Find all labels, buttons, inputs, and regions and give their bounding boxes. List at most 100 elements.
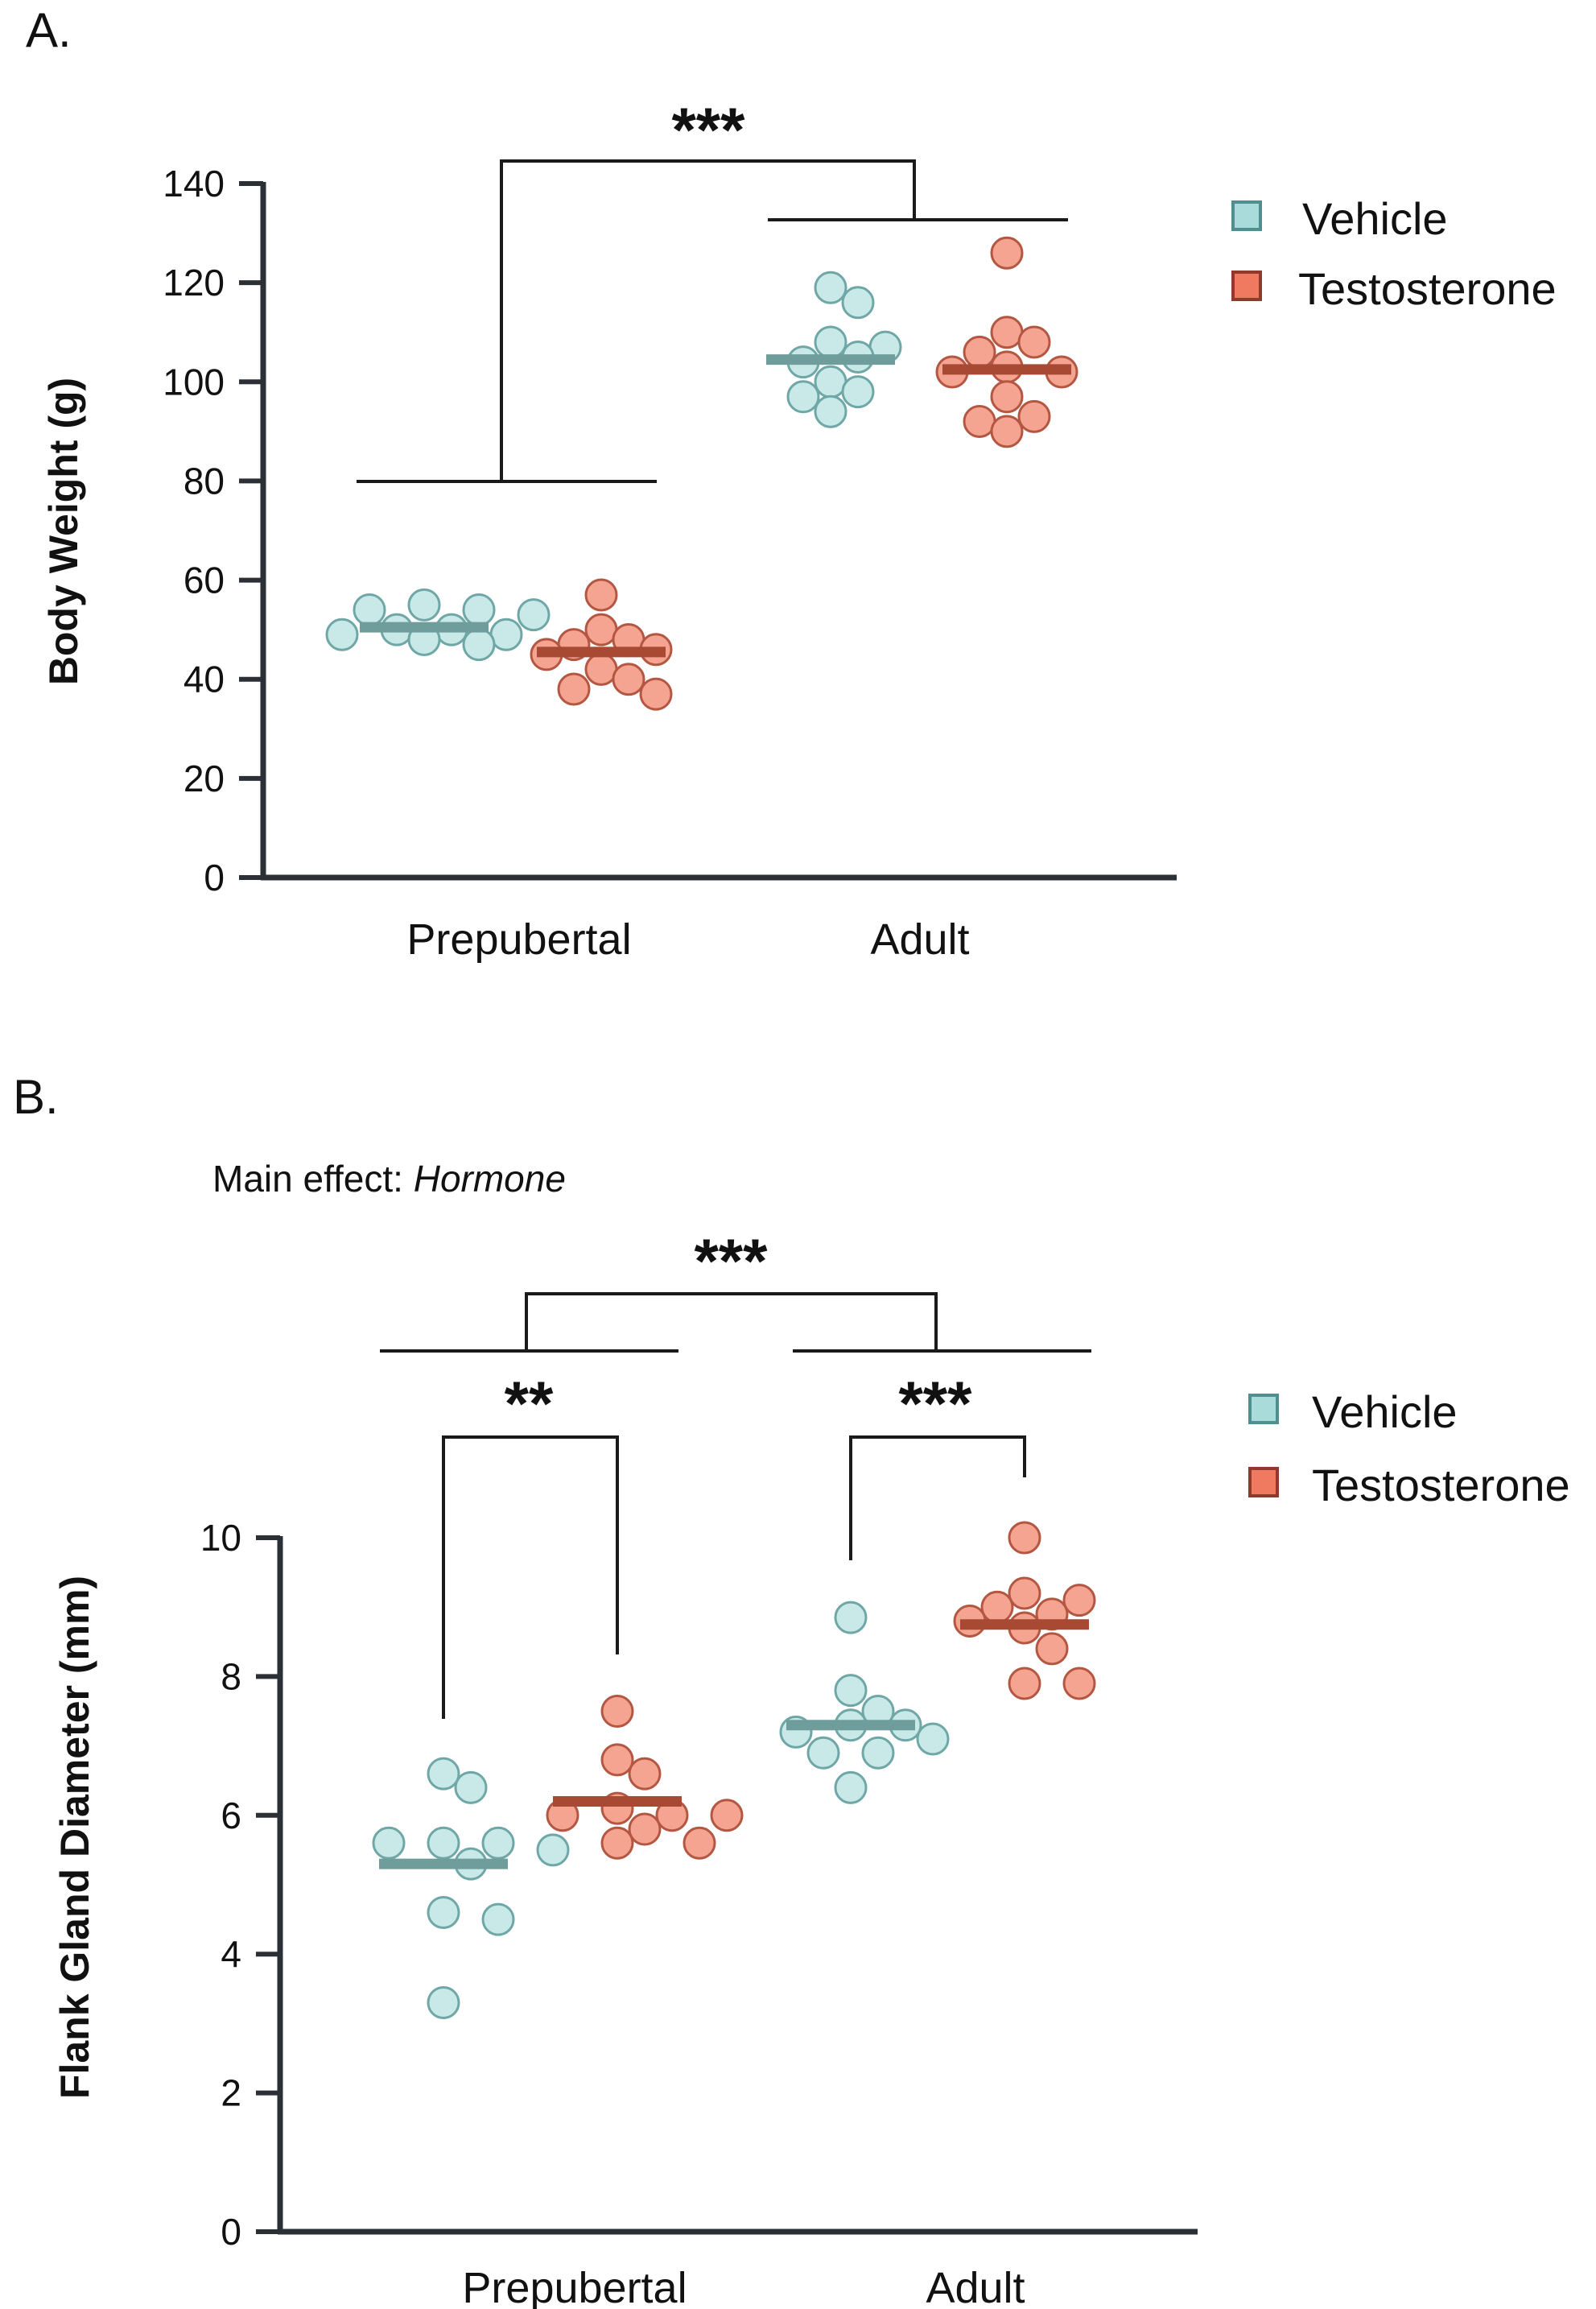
panel-b-age-bracket xyxy=(525,1292,938,1351)
panel-b-significance-brackets xyxy=(380,1292,1091,1719)
panel-b-point-testosterone-prepubertal-1 xyxy=(600,1743,634,1777)
panel-b-y-tick-label-10: 10 xyxy=(200,1517,241,1559)
panel-a-label: A. xyxy=(26,3,72,57)
panel-b-y-axis-ticks: 0 2 4 6 8 10 xyxy=(200,1517,280,2253)
panel-b-y-axis-label: Flank Gland Diameter (mm) xyxy=(52,1576,97,2099)
panel-b-point-vehicle-adult-1 xyxy=(834,1674,868,1708)
panel-b-point-vehicle-adult-7 xyxy=(861,1736,895,1770)
panel-b-y-tick-label-6: 6 xyxy=(221,1795,241,1836)
panel-b-point-vehicle-prepubertal-2 xyxy=(427,1826,460,1860)
panel-b-point-vehicle-adult-6 xyxy=(916,1722,950,1756)
panel-a-significance-label: *** xyxy=(671,94,745,165)
panel-b-point-testosterone-adult-8 xyxy=(1008,1667,1041,1700)
panel-a-point-vehicle-adult-9 xyxy=(814,394,847,428)
panel-a-point-testosterone-adult-0 xyxy=(990,236,1024,270)
panel-a-bracket xyxy=(500,159,916,481)
panel-a-point-vehicle-prepubertal-9 xyxy=(462,628,496,662)
panel-b-point-vehicle-prepubertal-5 xyxy=(536,1833,570,1867)
panel-a-point-testosterone-prepubertal-8 xyxy=(557,672,591,706)
panel-b-mean-lines xyxy=(379,1619,1089,1869)
panel-b-legend-vehicle-label: Vehicle xyxy=(1312,1386,1458,1437)
panel-a-y-tick-label-60: 60 xyxy=(184,560,225,601)
panel-a-point-vehicle-adult-8 xyxy=(786,380,820,414)
panel-a-axes xyxy=(260,182,1177,881)
panel-a-point-testosterone-adult-7 xyxy=(990,380,1024,414)
panel-b-prepubertal-bracket xyxy=(442,1435,619,1719)
panel-a-y-tick-label-100: 100 xyxy=(163,361,225,403)
panel-a-y-axis-label: Body Weight (g) xyxy=(41,378,86,685)
panel-b-point-testosterone-prepubertal-8 xyxy=(600,1826,634,1860)
panel-b-data-points xyxy=(372,1521,1096,2020)
panel-b-point-testosterone-prepubertal-7 xyxy=(628,1812,662,1846)
panel-b-point-vehicle-prepubertal-0 xyxy=(427,1757,460,1791)
panel-b-y-tick-label-4: 4 xyxy=(221,1933,241,1975)
panel-a-significance-bracket xyxy=(357,159,1068,483)
panel-b-point-vehicle-prepubertal-4 xyxy=(372,1826,406,1860)
panel-b-point-testosterone-adult-7 xyxy=(1035,1632,1069,1666)
panel-a-point-vehicle-prepubertal-7 xyxy=(325,618,359,651)
panel-a-point-vehicle-adult-1 xyxy=(841,286,875,320)
panel-b-point-testosterone-adult-0 xyxy=(1008,1521,1041,1555)
panel-b-y-tick-label-2: 2 xyxy=(221,2072,241,2114)
panel-a-point-vehicle-adult-0 xyxy=(814,271,847,304)
panel-a-y-tick-label-20: 20 xyxy=(184,758,225,799)
panel-b-point-vehicle-prepubertal-7 xyxy=(427,1895,460,1929)
panel-a-x-tick-prepubertal: Prepubertal xyxy=(406,915,631,964)
panel-b-point-testosterone-adult-2 xyxy=(1062,1584,1096,1617)
panel-a-y-tick-label-120: 120 xyxy=(163,262,225,304)
panel-b-prepubertal-significance-label: ** xyxy=(505,1368,554,1439)
panel-a-point-vehicle-prepubertal-0 xyxy=(407,588,441,622)
panel-a-legend: Vehicle Testosterone xyxy=(1231,193,1557,314)
panel-a-point-vehicle-adult-6 xyxy=(814,365,847,399)
panel-a-point-testosterone-adult-9 xyxy=(963,405,996,439)
panel-a-x-tick-adult: Adult xyxy=(870,915,969,964)
panel-b-adult-significance-label: *** xyxy=(898,1368,972,1439)
panel-b-point-testosterone-adult-9 xyxy=(1062,1667,1096,1700)
panel-b-point-testosterone-prepubertal-9 xyxy=(683,1826,716,1860)
panel-a-body-weight: A. 0 20 40 60 80 100 120 140 Body Weight (g) Pr… xyxy=(26,3,1557,964)
panel-b-y-tick-label-8: 8 xyxy=(221,1655,241,1697)
panel-b-point-vehicle-adult-8 xyxy=(806,1736,840,1770)
panel-a-point-vehicle-prepubertal-3 xyxy=(517,598,551,632)
panel-a-point-testosterone-adult-1 xyxy=(990,316,1024,349)
panel-b-main-effect-prefix: Main effect: xyxy=(212,1158,414,1200)
panel-a-y-tick-label-140: 140 xyxy=(163,163,225,204)
panel-b-label: B. xyxy=(13,1070,59,1124)
panel-b-point-vehicle-adult-0 xyxy=(834,1601,868,1634)
panel-a-y-axis-ticks: 0 20 40 60 80 100 120 140 xyxy=(163,163,263,898)
panel-b-point-testosterone-adult-3 xyxy=(980,1590,1014,1624)
panel-b-legend-testosterone-swatch xyxy=(1248,1467,1279,1497)
panel-a-point-testosterone-prepubertal-9 xyxy=(639,677,673,711)
panel-b-point-vehicle-prepubertal-1 xyxy=(454,1770,488,1804)
panel-b-legend-testosterone-label: Testosterone xyxy=(1312,1460,1570,1510)
panel-a-point-testosterone-prepubertal-7 xyxy=(612,663,645,696)
panel-b-point-vehicle-prepubertal-8 xyxy=(481,1902,515,1936)
panel-b-point-vehicle-prepubertal-3 xyxy=(481,1826,515,1860)
panel-a-point-vehicle-prepubertal-2 xyxy=(353,593,386,627)
panel-a-data-points xyxy=(325,236,1078,711)
panel-a-point-testosterone-prepubertal-6 xyxy=(584,652,618,686)
panel-a-point-testosterone-prepubertal-0 xyxy=(584,578,618,612)
panel-a-y-tick-label-40: 40 xyxy=(184,659,225,700)
panel-b-point-vehicle-prepubertal-9 xyxy=(427,1986,460,2020)
panel-a-y-tick-label-80: 80 xyxy=(184,460,225,502)
panel-b-x-tick-adult: Adult xyxy=(926,2264,1025,2309)
panel-b-flank-gland: B. Main effect: Hormone 0 2 4 6 8 10 Flank Gl… xyxy=(13,1070,1570,2309)
panel-a-legend-testosterone-label: Testosterone xyxy=(1298,263,1557,314)
panel-b-age-significance-label: *** xyxy=(694,1225,768,1296)
panel-a-point-testosterone-adult-10 xyxy=(990,415,1024,448)
panel-b-point-testosterone-prepubertal-0 xyxy=(600,1695,634,1728)
panel-a-point-vehicle-adult-2 xyxy=(814,325,847,359)
panel-a-point-vehicle-prepubertal-6 xyxy=(489,618,523,651)
panel-b-x-tick-prepubertal: Prepubertal xyxy=(462,2264,687,2309)
panel-a-point-testosterone-prepubertal-1 xyxy=(584,613,618,646)
panel-a-y-tick-label-0: 0 xyxy=(204,857,225,898)
panel-a-legend-vehicle-label: Vehicle xyxy=(1302,193,1448,244)
panel-a-mean-lines xyxy=(360,354,1071,658)
panel-a-point-testosterone-adult-2 xyxy=(1017,325,1051,359)
panel-a-point-vehicle-adult-7 xyxy=(841,375,875,409)
panel-b-axes xyxy=(277,1536,1198,2235)
panel-a-point-testosterone-adult-8 xyxy=(1017,399,1051,433)
panel-b-adult-bracket xyxy=(849,1435,1026,1560)
